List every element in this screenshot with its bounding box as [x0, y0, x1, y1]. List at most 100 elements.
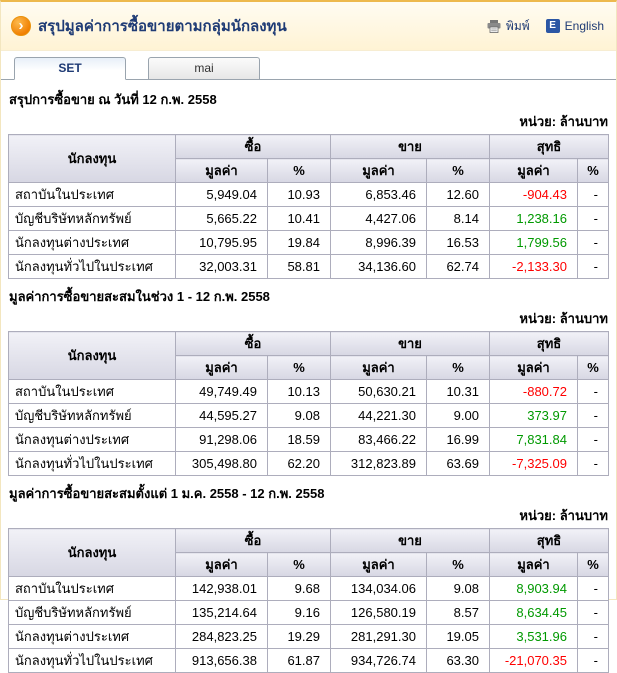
net-percent: - — [576, 624, 610, 649]
net-value: -21,070.35 — [488, 648, 578, 673]
header-sell: ขาย — [329, 528, 490, 553]
header-net-value: มูลค่า — [488, 355, 578, 380]
table-row: สถาบันในประเทศ 49,749.49 10.13 50,630.21 10.… — [8, 379, 610, 404]
header-buy: ซื้อ — [174, 528, 331, 553]
english-icon: E — [545, 19, 560, 33]
header-sell-value: มูลค่า — [329, 355, 427, 380]
sell-percent: 16.99 — [425, 427, 490, 452]
buy-value: 284,823.25 — [174, 624, 268, 649]
header-net-value: มูลค่า — [488, 552, 578, 577]
buy-value: 10,795.95 — [174, 230, 268, 255]
header-buy: ซื้อ — [174, 331, 331, 356]
sell-percent: 8.14 — [425, 206, 490, 231]
table-row: นักลงทุนทั่วไปในประเทศ 913,656.38 61.87 934… — [8, 648, 610, 673]
header-net: สุทธิ — [488, 134, 610, 159]
net-value: 373.97 — [488, 403, 578, 428]
sell-percent: 63.69 — [425, 451, 490, 476]
header-net: สุทธิ — [488, 528, 610, 553]
net-percent: - — [576, 206, 610, 231]
buy-percent: 58.81 — [266, 254, 331, 279]
buy-value: 913,656.38 — [174, 648, 268, 673]
printer-icon — [487, 19, 501, 33]
header-buy: ซื้อ — [174, 134, 331, 159]
buy-percent: 19.29 — [266, 624, 331, 649]
header-sell: ขาย — [329, 331, 490, 356]
buy-percent: 18.59 — [266, 427, 331, 452]
header-net-percent: % — [576, 355, 610, 380]
investor-name: สถาบันในประเทศ — [8, 379, 176, 404]
tab-set[interactable]: SET — [14, 57, 126, 80]
header-buy-value: มูลค่า — [174, 552, 268, 577]
tab-mai[interactable]: mai — [148, 57, 260, 79]
table-header: นักลงทุน ซื้อ ขาย สุทธิ มูลค่า % มูลค่า … — [8, 331, 610, 380]
trading-table-mtd: นักลงทุน ซื้อ ขาย สุทธิ มูลค่า % มูลค่า … — [8, 331, 610, 476]
net-percent: - — [576, 403, 610, 428]
english-button[interactable]: E English — [545, 19, 604, 33]
header-sell-percent: % — [425, 158, 490, 183]
table-row: บัญชีบริษัทหลักทรัพย์ 44,595.27 9.08 44,221… — [8, 403, 610, 428]
content: สรุปการซื้อขาย ณ วันที่ 12 ก.พ. 2558 หน่… — [1, 80, 616, 673]
page-title: สรุปมูลค่าการซื้อขายตามกลุ่มนักลงทุน — [38, 18, 287, 35]
print-label: พิมพ์ — [505, 18, 530, 33]
header-net: สุทธิ — [488, 331, 610, 356]
net-value: -2,133.30 — [488, 254, 578, 279]
buy-percent: 61.87 — [266, 648, 331, 673]
sell-percent: 63.30 — [425, 648, 490, 673]
sell-value: 134,034.06 — [329, 576, 427, 601]
buy-value: 91,298.06 — [174, 427, 268, 452]
header-investor: นักลงทุน — [8, 331, 176, 380]
sell-percent: 19.05 — [425, 624, 490, 649]
sell-value: 8,996.39 — [329, 230, 427, 255]
buy-percent: 9.08 — [266, 403, 331, 428]
arrow-bullet-icon: › — [11, 16, 31, 36]
print-button[interactable]: พิมพ์ — [487, 17, 530, 36]
buy-value: 5,949.04 — [174, 182, 268, 207]
net-percent: - — [576, 451, 610, 476]
unit-label: หน่วย: ล้านบาท — [519, 311, 608, 326]
investor-name: นักลงทุนทั่วไปในประเทศ — [8, 648, 176, 673]
header-sell-percent: % — [425, 355, 490, 380]
table-header: นักลงทุน ซื้อ ขาย สุทธิ มูลค่า % มูลค่า … — [8, 528, 610, 577]
sell-percent: 9.08 — [425, 576, 490, 601]
sell-value: 126,580.19 — [329, 600, 427, 625]
net-percent: - — [576, 648, 610, 673]
net-percent: - — [576, 576, 610, 601]
unit-label: หน่วย: ล้านบาท — [519, 508, 608, 523]
sell-value: 50,630.21 — [329, 379, 427, 404]
buy-value: 44,595.27 — [174, 403, 268, 428]
sell-value: 312,823.89 — [329, 451, 427, 476]
investor-name: บัญชีบริษัทหลักทรัพย์ — [8, 600, 176, 625]
investor-name: สถาบันในประเทศ — [8, 182, 176, 207]
table-row: สถาบันในประเทศ 5,949.04 10.93 6,853.46 12.60… — [8, 182, 610, 207]
buy-percent: 9.68 — [266, 576, 331, 601]
header-investor: นักลงทุน — [8, 134, 176, 183]
header-buy-value: มูลค่า — [174, 355, 268, 380]
buy-value: 32,003.31 — [174, 254, 268, 279]
buy-percent: 10.93 — [266, 182, 331, 207]
sell-value: 6,853.46 — [329, 182, 427, 207]
sell-value: 83,466.22 — [329, 427, 427, 452]
sell-value: 934,726.74 — [329, 648, 427, 673]
header-sell-value: มูลค่า — [329, 552, 427, 577]
net-value: 3,531.96 — [488, 624, 578, 649]
net-value: 1,238.16 — [488, 206, 578, 231]
buy-value: 305,498.80 — [174, 451, 268, 476]
net-percent: - — [576, 254, 610, 279]
sell-percent: 12.60 — [425, 182, 490, 207]
table-row: นักลงทุนทั่วไปในประเทศ 32,003.31 58.81 34,1… — [8, 254, 610, 279]
buy-percent: 62.20 — [266, 451, 331, 476]
english-label: English — [564, 19, 604, 33]
investor-name: บัญชีบริษัทหลักทรัพย์ — [8, 206, 176, 231]
table-row: นักลงทุนต่างประเทศ 284,823.25 19.29 281,291… — [8, 624, 610, 649]
header-buy-percent: % — [266, 158, 331, 183]
buy-percent: 9.16 — [266, 600, 331, 625]
table-row: บัญชีบริษัทหลักทรัพย์ 5,665.22 10.41 4,427.… — [8, 206, 610, 231]
header-buy-percent: % — [266, 355, 331, 380]
investor-name: นักลงทุนต่างประเทศ — [8, 624, 176, 649]
section-year-to-date: มูลค่าการซื้อขายสะสมตั้งแต่ 1 ม.ค. 2558 … — [8, 483, 610, 673]
sell-value: 4,427.06 — [329, 206, 427, 231]
sell-percent: 9.00 — [425, 403, 490, 428]
table-row: บัญชีบริษัทหลักทรัพย์ 135,214.64 9.16 126,5… — [8, 600, 610, 625]
buy-percent: 19.84 — [266, 230, 331, 255]
sell-value: 281,291.30 — [329, 624, 427, 649]
